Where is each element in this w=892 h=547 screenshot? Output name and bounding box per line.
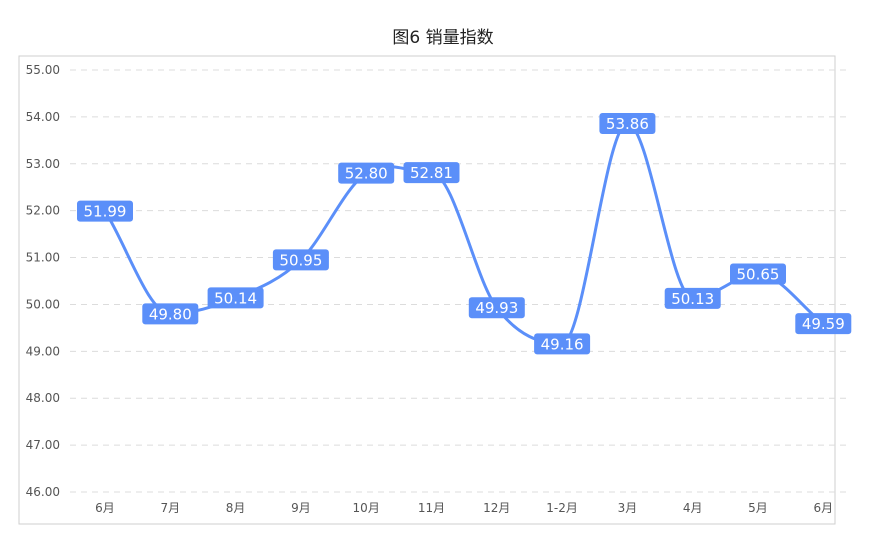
y-tick-label: 53.00 [26, 157, 60, 171]
y-tick-label: 48.00 [26, 391, 60, 405]
data-labels: 51.99 49.80 50.14 50.95 52.80 52.81 49.93 49.16… [77, 112, 852, 355]
data-label-box [207, 287, 264, 309]
plot-frame [18, 55, 836, 525]
data-label-text: 50.65 [737, 265, 780, 283]
x-tick-label: 9月 [291, 501, 311, 515]
data-label: 49.16 [534, 333, 591, 355]
x-tick-label: 5月 [748, 501, 768, 515]
x-tick-label: 3月 [618, 501, 638, 515]
data-label: 52.80 [338, 162, 395, 184]
data-label: 50.13 [664, 287, 721, 309]
data-label-text: 49.80 [149, 305, 192, 323]
x-tick-label: 6月 [95, 501, 115, 515]
y-tick-label: 50.00 [26, 297, 60, 311]
data-label-text: 49.16 [541, 335, 584, 353]
y-tick-label: 55.00 [26, 63, 60, 77]
x-tick-label: 10月 [353, 501, 380, 515]
data-label-box [730, 263, 786, 285]
data-label-text: 50.14 [214, 289, 257, 307]
data-label-box [338, 162, 395, 184]
data-label-text: 52.81 [410, 164, 453, 182]
data-label-box [403, 162, 460, 184]
chart-title: 图6 销量指数 [392, 28, 493, 48]
data-label-box [664, 287, 721, 309]
data-label-text: 53.86 [606, 115, 649, 133]
x-tick-label: 12月 [483, 501, 510, 515]
data-label-text: 52.80 [345, 165, 388, 183]
data-label-text: 50.95 [279, 251, 322, 269]
data-label-text: 51.99 [84, 203, 127, 221]
data-label: 52.81 [403, 162, 460, 184]
data-label: 50.65 [730, 263, 786, 285]
x-tick-label: 4月 [683, 501, 703, 515]
data-label: 49.59 [795, 313, 852, 335]
data-label: 51.99 [77, 200, 133, 222]
series-line [103, 122, 825, 346]
data-label-box [272, 249, 329, 271]
data-label-box [795, 313, 852, 335]
y-tick-label: 46.00 [26, 485, 60, 499]
data-label: 50.14 [207, 287, 264, 309]
data-label-box [468, 297, 525, 319]
data-label: 49.80 [142, 303, 199, 325]
y-tick-label: 52.00 [26, 204, 60, 218]
data-label-box [599, 112, 656, 134]
y-tick-label: 51.00 [26, 251, 60, 265]
data-label-box [534, 333, 591, 355]
x-tick-label: 6月 [813, 501, 833, 515]
y-tick-label: 54.00 [26, 110, 60, 124]
data-label-box [77, 200, 133, 222]
x-tick-label: 11月 [418, 501, 445, 515]
data-label-box [142, 303, 199, 325]
x-tick-label: 7月 [160, 501, 180, 515]
data-label-text: 49.93 [475, 299, 518, 317]
x-tick-label: 1-2月 [546, 501, 578, 515]
y-tick-label: 47.00 [26, 438, 60, 452]
y-axis-ticks: 46.00 47.00 48.00 49.00 50.00 51.00 52.00 53.00… [26, 63, 60, 499]
data-label: 50.95 [272, 249, 329, 271]
data-label-text: 49.59 [802, 315, 845, 333]
data-label: 53.86 [599, 112, 656, 134]
y-tick-label: 49.00 [26, 344, 60, 358]
data-label-text: 50.13 [671, 290, 714, 308]
data-label: 49.93 [468, 297, 525, 319]
x-axis-ticks: 6月 7月 8月 9月 10月 11月 12月 1-2月 3月 4月 5月 6月 [95, 501, 833, 515]
x-tick-label: 8月 [226, 501, 246, 515]
